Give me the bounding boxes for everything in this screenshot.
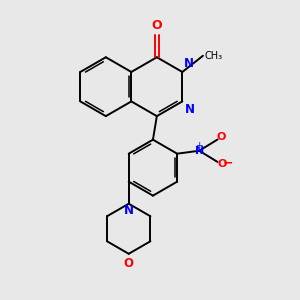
Text: O: O xyxy=(124,257,134,270)
Text: N: N xyxy=(195,146,204,156)
Text: N: N xyxy=(184,103,194,116)
Text: N: N xyxy=(184,58,194,70)
Text: −: − xyxy=(223,157,233,170)
Text: CH₃: CH₃ xyxy=(204,51,223,61)
Text: O: O xyxy=(217,159,226,169)
Text: +: + xyxy=(195,141,202,150)
Text: N: N xyxy=(124,204,134,217)
Text: O: O xyxy=(216,132,226,142)
Text: O: O xyxy=(152,19,162,32)
